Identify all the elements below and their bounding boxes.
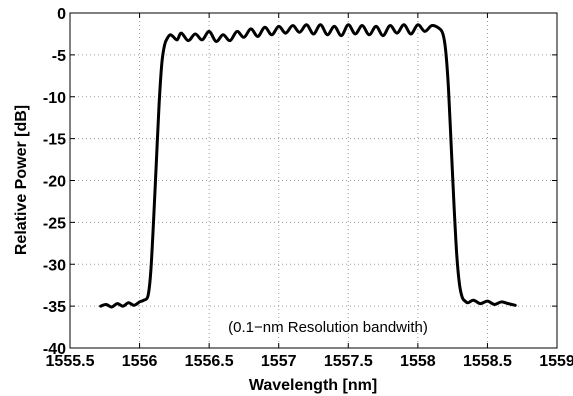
series-layer	[99, 23, 517, 309]
y-tick-label: -35	[43, 299, 66, 316]
y-tick-label: -25	[43, 215, 66, 232]
y-tick-label: -5	[52, 48, 66, 65]
grid	[70, 13, 557, 348]
x-tick-label: 1556.5	[185, 353, 234, 370]
x-tick-label: 1558	[400, 353, 436, 370]
annotation-text: (0.1−nm Resolution bandwith)	[228, 319, 428, 336]
axis-ticks	[69, 12, 558, 349]
y-axis-title: Relative Power [dB]	[13, 105, 30, 255]
y-tick-label: -30	[43, 257, 66, 274]
y-tick-label: -20	[43, 174, 66, 191]
y-tick-label: -40	[43, 341, 66, 358]
x-tick-label: 1559	[539, 353, 573, 370]
plot-frame	[69, 12, 558, 349]
y-tick-label: 0	[57, 6, 66, 23]
x-tick-label: 1557.5	[324, 353, 373, 370]
x-tick-label: 1558.5	[463, 353, 512, 370]
tick-labels: 1555.5 1556 1556.5 1557 1557.5 1558 1558.5 1559…	[43, 6, 573, 370]
x-axis-title: Wavelength [nm]	[249, 377, 377, 394]
series-line-0	[99, 23, 517, 309]
x-tick-label: 1555.5	[46, 353, 95, 370]
x-tick-label: 1557	[261, 353, 297, 370]
x-tick-label: 1556	[122, 353, 158, 370]
y-tick-label: -10	[43, 90, 66, 107]
y-tick-label: -15	[43, 132, 66, 149]
